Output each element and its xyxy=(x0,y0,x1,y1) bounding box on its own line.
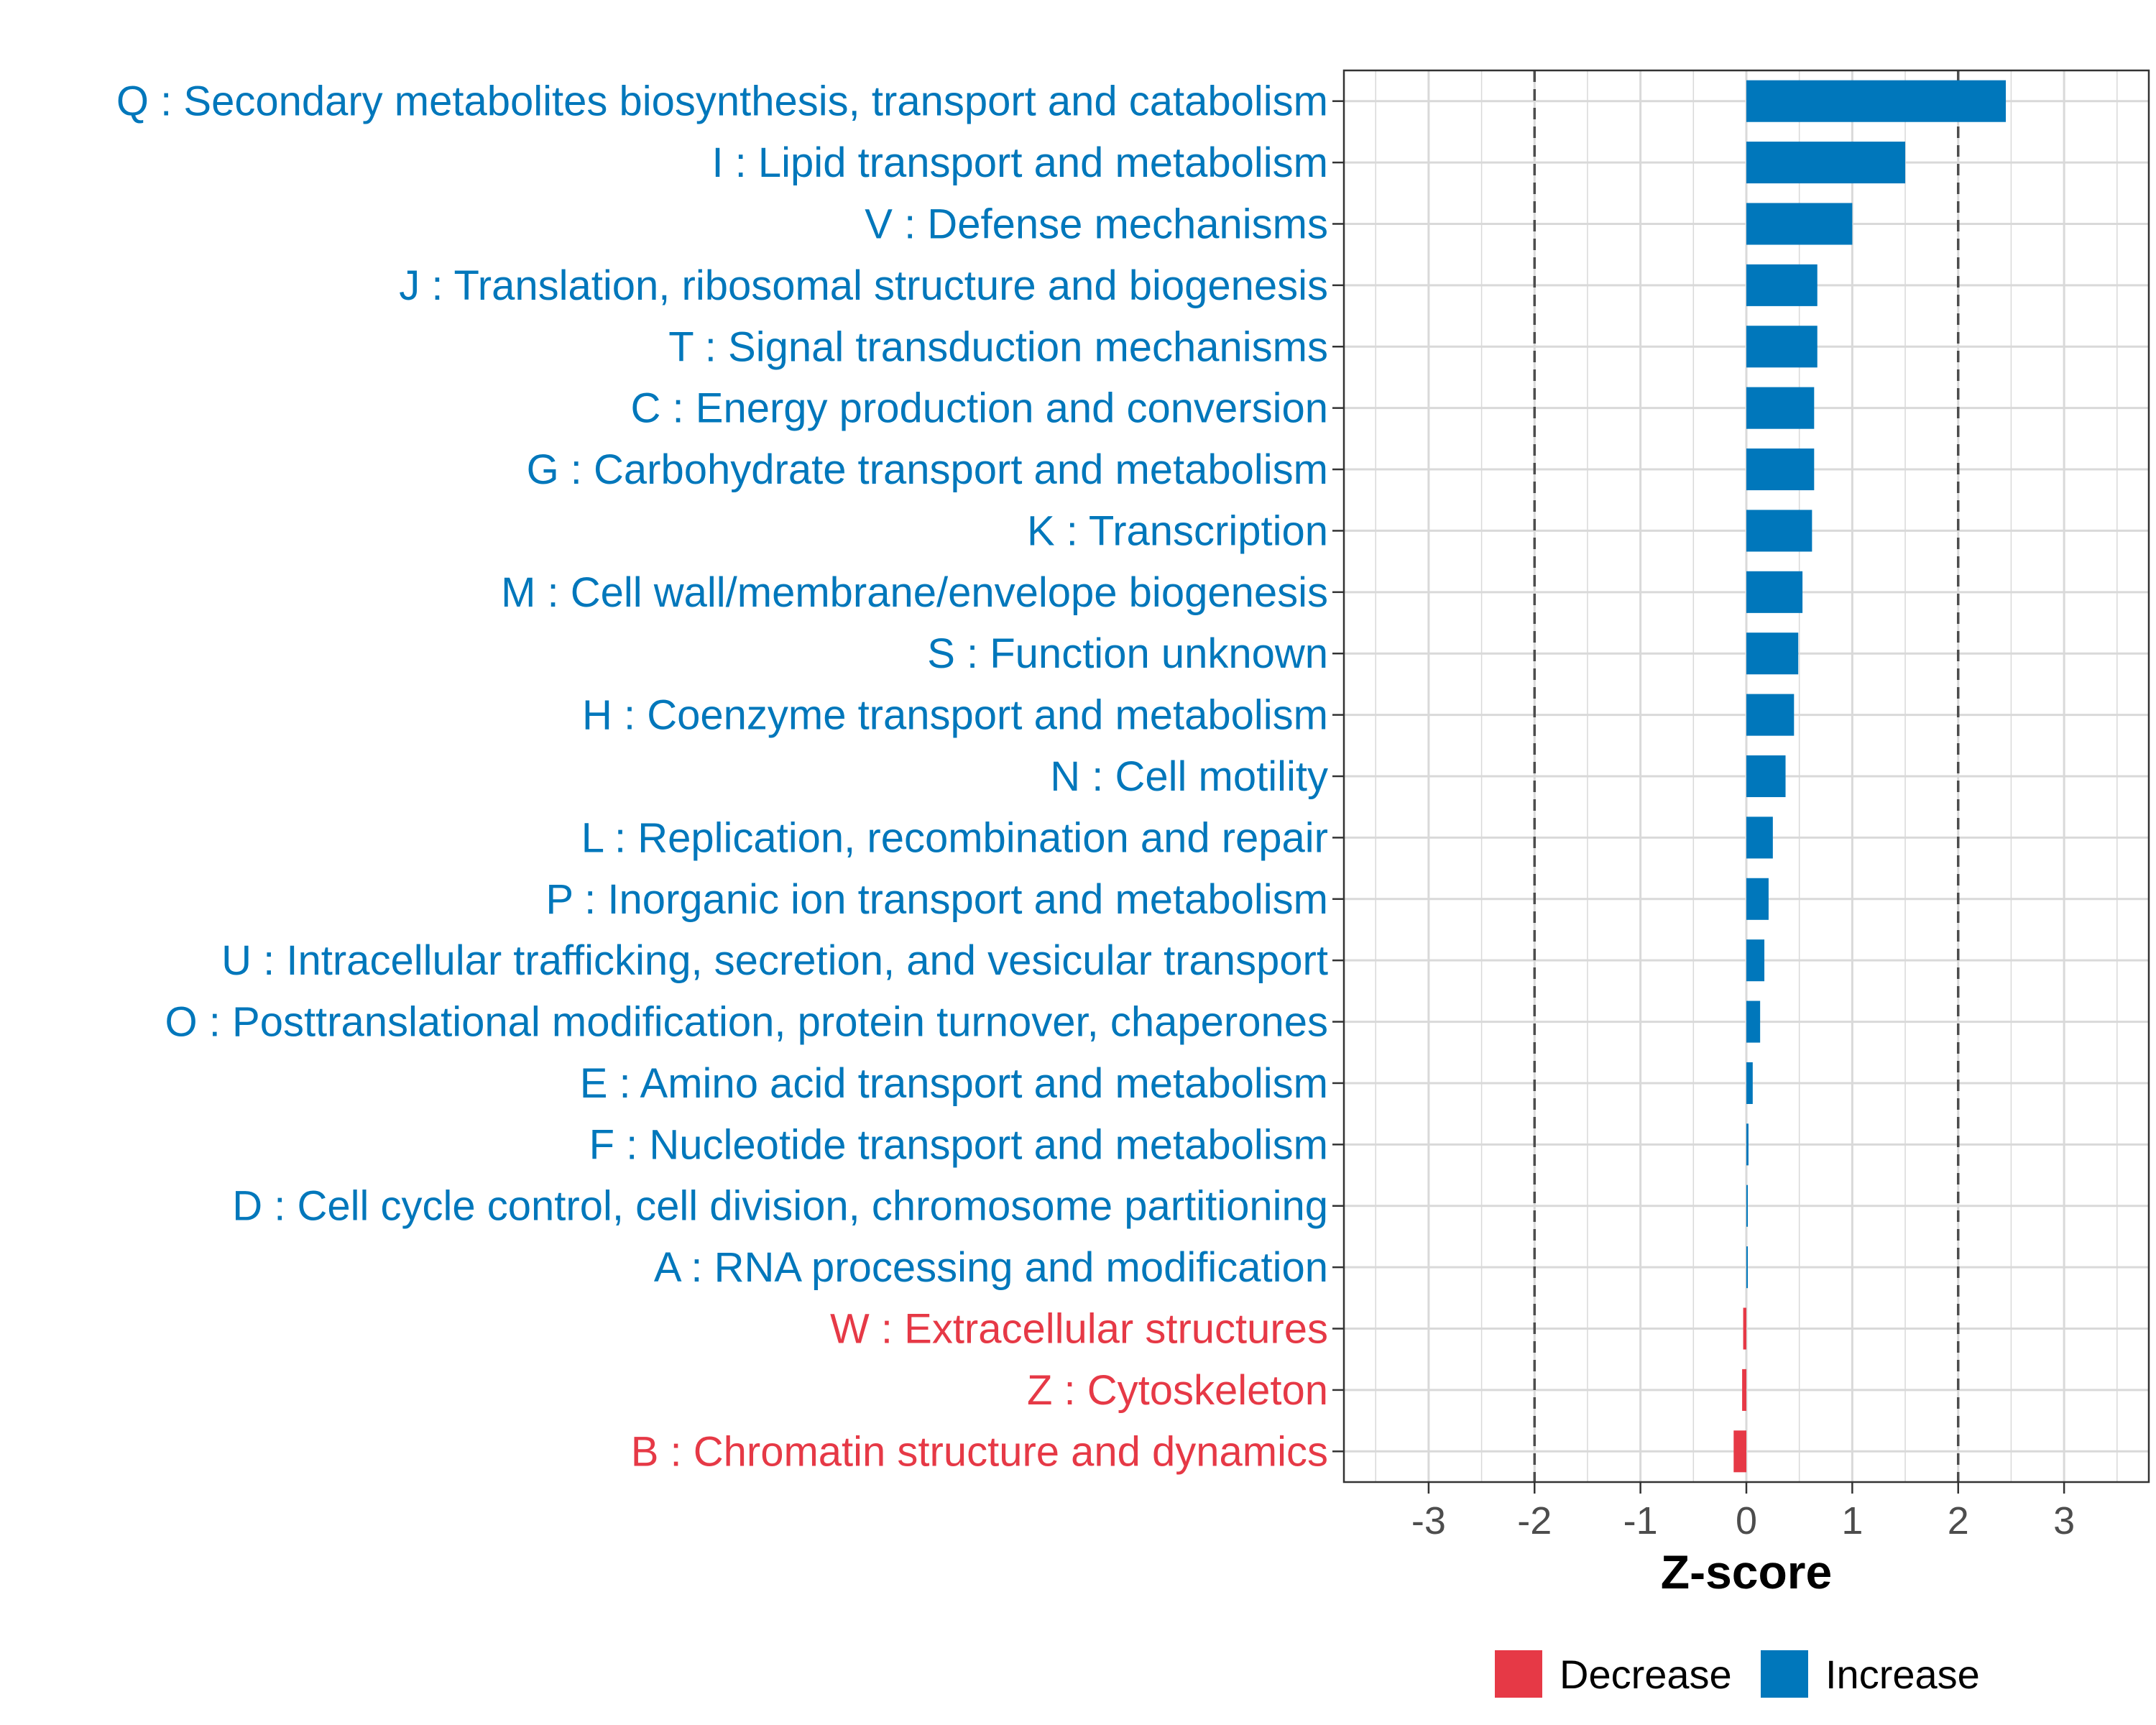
category-label: Q : Secondary metabolites biosynthesis, … xyxy=(116,78,1328,125)
bar xyxy=(1746,448,1815,491)
bar xyxy=(1746,816,1773,859)
bar xyxy=(1746,939,1765,982)
bar xyxy=(1746,203,1853,245)
category-label: O : Posttranslational modification, prot… xyxy=(165,999,1328,1046)
x-ticks: -3 -2 -1 0 1 2 3 xyxy=(1411,1482,2075,1542)
bar xyxy=(1746,632,1799,675)
x-tick-label: 3 xyxy=(2053,1499,2075,1542)
bar xyxy=(1746,1123,1749,1166)
x-tick-label: 2 xyxy=(1948,1499,1969,1542)
bar xyxy=(1746,878,1769,920)
bar xyxy=(1746,264,1818,306)
bars xyxy=(1733,80,2007,1473)
x-tick-label: 0 xyxy=(1736,1499,1757,1542)
x-axis-title: Z-score xyxy=(1661,1545,1832,1598)
bar xyxy=(1742,1368,1746,1411)
category-label: I : Lipid transport and metabolism xyxy=(711,139,1328,186)
bar xyxy=(1746,571,1803,613)
category-label: G : Carbohydrate transport and metabolis… xyxy=(527,446,1328,493)
bar xyxy=(1746,1246,1748,1289)
reference-lines xyxy=(1533,70,1960,1482)
category-label: L : Replication, recombination and repai… xyxy=(581,814,1328,861)
category-label: F : Nucleotide transport and metabolism xyxy=(589,1121,1328,1168)
category-label: E : Amino acid transport and metabolism xyxy=(580,1060,1328,1107)
legend-label: Increase xyxy=(1825,1652,1980,1697)
bar xyxy=(1746,326,1818,368)
category-label: Z : Cytoskeleton xyxy=(1027,1367,1328,1414)
x-tick-label: -3 xyxy=(1411,1499,1446,1542)
category-label: K : Transcription xyxy=(1027,507,1328,554)
x-tick-label: 1 xyxy=(1841,1499,1863,1542)
category-label: B : Chromatin structure and dynamics xyxy=(631,1428,1328,1475)
category-label: C : Energy production and conversion xyxy=(631,385,1328,432)
bar xyxy=(1746,80,2007,122)
category-label: P : Inorganic ion transport and metaboli… xyxy=(545,876,1328,923)
bar xyxy=(1746,755,1786,798)
category-label: H : Coenzyme transport and metabolism xyxy=(582,692,1328,739)
bar xyxy=(1746,387,1815,429)
category-label: D : Cell cycle control, cell division, c… xyxy=(232,1183,1328,1230)
bar xyxy=(1733,1430,1746,1473)
legend-swatch xyxy=(1495,1650,1542,1698)
bar xyxy=(1743,1307,1746,1350)
bar xyxy=(1746,1184,1748,1227)
bar xyxy=(1746,510,1812,552)
category-label: T : Signal transduction mechanisms xyxy=(668,323,1328,370)
bar xyxy=(1746,142,1906,184)
legend: Decrease Increase xyxy=(1495,1650,1980,1698)
category-label: N : Cell motility xyxy=(1050,753,1328,800)
legend-label: Decrease xyxy=(1560,1652,1732,1697)
legend-swatch xyxy=(1761,1650,1808,1698)
x-tick-label: -2 xyxy=(1517,1499,1552,1542)
y-ticks xyxy=(1332,100,1344,1453)
category-label: J : Translation, ribosomal structure and… xyxy=(399,262,1328,309)
category-label: U : Intracellular trafficking, secretion… xyxy=(221,937,1328,984)
bar xyxy=(1746,1000,1761,1043)
category-label: A : RNA processing and modification xyxy=(654,1244,1328,1291)
category-label: M : Cell wall/membrane/envelope biogenes… xyxy=(501,569,1328,616)
bar xyxy=(1746,694,1795,736)
category-label: W : Extracellular structures xyxy=(830,1306,1328,1353)
bar xyxy=(1746,1062,1753,1104)
category-labels: Q : Secondary metabolites biosynthesis, … xyxy=(116,78,1328,1476)
category-label: V : Defense mechanisms xyxy=(865,201,1328,247)
x-tick-label: -1 xyxy=(1623,1499,1658,1542)
category-label: S : Function unknown xyxy=(927,630,1328,677)
